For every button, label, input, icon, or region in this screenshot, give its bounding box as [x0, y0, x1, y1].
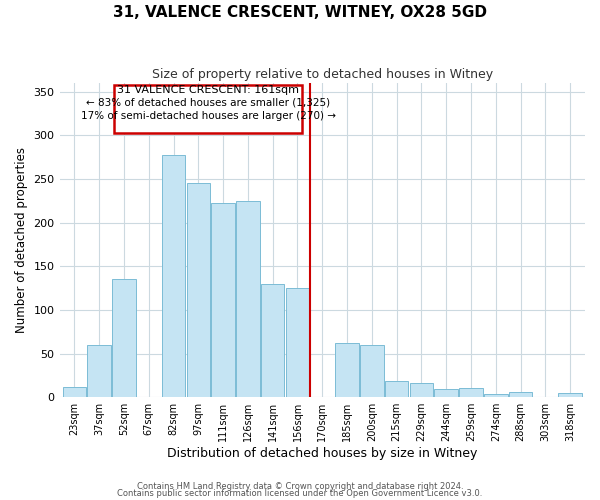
Bar [187, 184, 210, 397]
Text: 31, VALENCE CRESCENT, WITNEY, OX28 5GD: 31, VALENCE CRESCENT, WITNEY, OX28 5GD [113, 5, 487, 20]
Bar [459, 388, 483, 397]
Bar [509, 392, 532, 397]
Bar [360, 345, 383, 397]
Bar [62, 386, 86, 397]
Bar [335, 343, 359, 397]
Bar [162, 154, 185, 397]
Bar [385, 380, 409, 397]
Text: 17% of semi-detached houses are larger (270) →: 17% of semi-detached houses are larger (… [81, 111, 336, 121]
Bar [286, 288, 309, 397]
FancyBboxPatch shape [114, 85, 302, 133]
Bar [88, 345, 111, 397]
Bar [211, 204, 235, 397]
X-axis label: Distribution of detached houses by size in Witney: Distribution of detached houses by size … [167, 447, 478, 460]
Text: Contains public sector information licensed under the Open Government Licence v3: Contains public sector information licen… [118, 490, 482, 498]
Bar [261, 284, 284, 397]
Bar [484, 394, 508, 397]
Text: 31 VALENCE CRESCENT: 161sqm: 31 VALENCE CRESCENT: 161sqm [117, 86, 299, 96]
Title: Size of property relative to detached houses in Witney: Size of property relative to detached ho… [152, 68, 493, 80]
Bar [236, 201, 260, 397]
Text: Contains HM Land Registry data © Crown copyright and database right 2024.: Contains HM Land Registry data © Crown c… [137, 482, 463, 491]
Y-axis label: Number of detached properties: Number of detached properties [15, 147, 28, 333]
Bar [559, 393, 582, 397]
Bar [112, 280, 136, 397]
Bar [410, 383, 433, 397]
Bar [434, 390, 458, 397]
Text: ← 83% of detached houses are smaller (1,325): ← 83% of detached houses are smaller (1,… [86, 98, 331, 108]
